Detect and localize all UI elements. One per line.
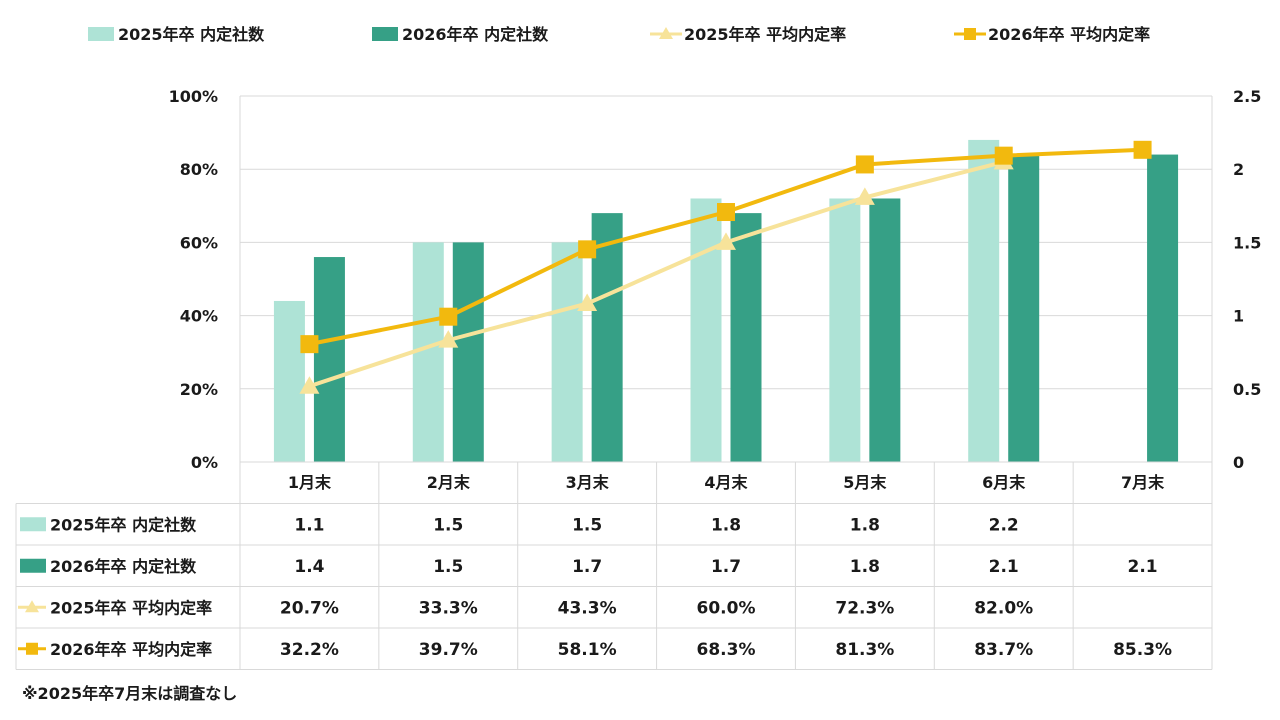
data-label: 68.3%: [697, 640, 756, 660]
bar: [1147, 154, 1179, 462]
data-label: 1.8: [850, 557, 880, 577]
legend: 2025年卒 内定社数 2026年卒 内定社数 2025年卒 平均内定率 2026年卒…: [88, 25, 1150, 44]
bar: [690, 198, 722, 463]
data-label: 32.2%: [280, 640, 339, 660]
y-left-tick-label: 20%: [180, 380, 218, 399]
point-marker: [578, 240, 597, 259]
y-left-tick-label: 80%: [180, 160, 218, 179]
data-label: 1.5: [433, 557, 463, 577]
y-left-tick-label: 0%: [191, 453, 218, 472]
table-key-swatch: [20, 558, 46, 573]
table-row-label: 2025年卒 平均内定率: [50, 598, 212, 617]
data-label: 39.7%: [419, 640, 478, 660]
point-marker: [577, 293, 598, 312]
data-label: 1.7: [711, 557, 741, 577]
x-tick-label: 1月末: [288, 473, 332, 492]
bar: [829, 198, 861, 463]
bar: [1008, 154, 1040, 462]
legend-label: 2025年卒 内定社数: [118, 25, 265, 44]
data-label: 43.3%: [558, 598, 617, 618]
x-tick-label: 3月末: [566, 473, 610, 492]
y-right-tick-label: 1.5: [1233, 233, 1261, 252]
data-label: 1.8: [711, 515, 741, 535]
legend-marker: [964, 28, 976, 40]
data-label: 72.3%: [835, 598, 894, 618]
bar: [551, 242, 583, 462]
point-marker: [994, 146, 1013, 165]
lines: [299, 140, 1152, 394]
gridlines: [239, 95, 1213, 463]
legend-label: 2026年卒 平均内定率: [988, 25, 1150, 44]
data-label: 1.8: [850, 515, 880, 535]
data-label: 1.4: [294, 557, 324, 577]
point-marker: [854, 187, 875, 205]
data-label: 1.1: [294, 515, 324, 535]
bar: [591, 213, 623, 462]
data-label: 81.3%: [835, 640, 894, 660]
bar: [273, 300, 305, 462]
legend-swatch: [372, 27, 398, 41]
y-left-tick-label: 100%: [169, 87, 218, 106]
x-tick-label: 5月末: [843, 473, 887, 492]
y-right-tick-label: 2: [1233, 160, 1244, 179]
legend-marker: [659, 27, 673, 39]
data-label: 20.7%: [280, 598, 339, 618]
axes: 0% 20% 40% 60% 80% 100% 0 0.5 1 1.5 2 2.5: [169, 87, 1262, 472]
x-tick-label: 2月末: [427, 473, 471, 492]
data-table: 1月末 2月末 3月末 4月末 5月末 6月末 7月末 2025年卒 内定社数 1.1 1.5 1.…: [15, 461, 1213, 670]
y-left-tick-label: 60%: [180, 233, 218, 252]
data-label: 2.1: [989, 557, 1019, 577]
legend-swatch: [88, 27, 114, 41]
table-row-label: 2026年卒 平均内定率: [50, 640, 212, 659]
y-right-tick-label: 1: [1233, 307, 1244, 326]
table-key-marker: [26, 642, 38, 655]
data-label: 1.5: [433, 515, 463, 535]
point-marker: [439, 307, 458, 326]
bar: [869, 198, 901, 463]
y-right-tick-label: 2.5: [1233, 87, 1261, 106]
bar: [452, 242, 484, 462]
y-right-tick-label: 0.5: [1233, 380, 1261, 399]
point-marker: [299, 376, 320, 394]
point-marker: [438, 330, 459, 348]
x-tick-label: 7月末: [1121, 473, 1165, 492]
data-label: 58.1%: [558, 640, 617, 660]
y-left-tick-label: 40%: [180, 307, 218, 326]
bars: [273, 139, 1179, 463]
table-row-label: 2026年卒 内定社数: [50, 557, 197, 576]
point-marker: [855, 155, 874, 174]
data-label: 83.7%: [974, 640, 1033, 660]
data-label: 85.3%: [1113, 640, 1172, 660]
bar: [313, 257, 345, 462]
data-label: 60.0%: [697, 598, 756, 618]
x-tick-label: 6月末: [982, 473, 1026, 492]
point-marker: [300, 335, 319, 354]
data-label: 1.7: [572, 557, 602, 577]
series-line: [308, 159, 1005, 389]
data-label: 2.2: [989, 515, 1019, 535]
data-label: 2.1: [1128, 557, 1158, 577]
point-marker: [717, 203, 735, 222]
data-label: 82.0%: [974, 598, 1033, 618]
table-key-marker: [25, 600, 39, 613]
y-right-tick-label: 0: [1233, 453, 1244, 472]
footnote: ※2025年卒7月末は調査なし: [22, 684, 237, 703]
data-label: 33.3%: [419, 598, 478, 618]
bar: [730, 213, 762, 462]
legend-label: 2026年卒 内定社数: [402, 25, 549, 44]
table-key-swatch: [20, 517, 46, 532]
point-marker: [1133, 140, 1152, 159]
table-row-label: 2025年卒 内定社数: [50, 515, 197, 534]
point-marker: [716, 232, 736, 250]
x-tick-label: 4月末: [704, 473, 748, 492]
bar: [968, 139, 1000, 463]
data-label: 1.5: [572, 515, 602, 535]
legend-label: 2025年卒 平均内定率: [684, 25, 846, 44]
